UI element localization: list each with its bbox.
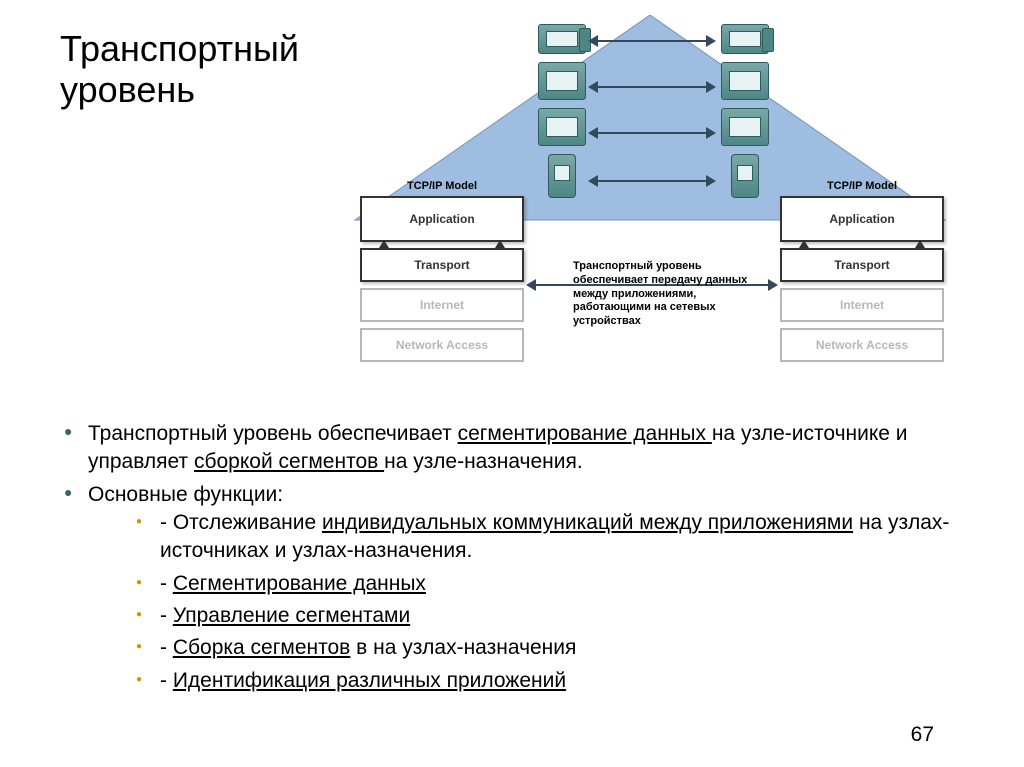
body-text: Транспортный уровень обеспечивает сегмен…	[60, 420, 960, 699]
tcpip-stack-left: TCP/IP Model Application Transport Inter…	[360, 180, 524, 368]
stack-title: TCP/IP Model	[780, 180, 944, 192]
callout-text: Транспортный уровень обеспечивает переда…	[573, 260, 748, 329]
subbullet-1: - Отслеживание индивидуальных коммуникац…	[132, 509, 960, 566]
layer-application: Application	[780, 196, 944, 242]
layer-application: Application	[360, 196, 524, 242]
layer-internet: Internet	[780, 288, 944, 322]
ip-phone-icon	[538, 24, 586, 54]
layer-transport: Transport	[360, 248, 524, 282]
page-number: 67	[911, 723, 934, 747]
bullet-1: Транспортный уровень обеспечивает сегмен…	[60, 420, 960, 477]
layer-network-access: Network Access	[360, 328, 524, 362]
device-column-left	[533, 24, 591, 198]
ip-phone-icon	[721, 24, 769, 54]
title-line1: Транспортный	[60, 28, 299, 69]
bullet-2: Основные функции: - Отслеживание индивид…	[60, 481, 960, 695]
stack-title: TCP/IP Model	[360, 180, 524, 192]
subbullet-4: - Сборка сегментов в на узлах-назначения	[132, 634, 960, 662]
bidir-arrow-icon	[588, 34, 716, 48]
slide-title: Транспортный уровень	[60, 28, 299, 111]
mobile-phone-icon	[731, 154, 759, 198]
layer-transport: Transport	[780, 248, 944, 282]
diagram: TCP/IP Model Application Transport Inter…	[330, 10, 970, 400]
bidir-arrow-icon	[588, 80, 716, 94]
monitor-icon	[538, 108, 586, 146]
bidir-arrow-icon	[588, 126, 716, 140]
tcpip-stack-right: TCP/IP Model Application Transport Inter…	[780, 180, 944, 368]
bidir-arrow-icon	[588, 174, 716, 188]
monitor-icon	[721, 108, 769, 146]
layer-network-access: Network Access	[780, 328, 944, 362]
title-line2: уровень	[60, 69, 195, 110]
video-terminal-icon	[538, 62, 586, 100]
mobile-phone-icon	[548, 154, 576, 198]
video-terminal-icon	[721, 62, 769, 100]
subbullet-3: - Управление сегментами	[132, 602, 960, 630]
subbullet-2: - Сегментирование данных	[132, 570, 960, 598]
device-column-right	[716, 24, 774, 198]
subbullet-5: - Идентификация различных приложений	[132, 667, 960, 695]
layer-internet: Internet	[360, 288, 524, 322]
